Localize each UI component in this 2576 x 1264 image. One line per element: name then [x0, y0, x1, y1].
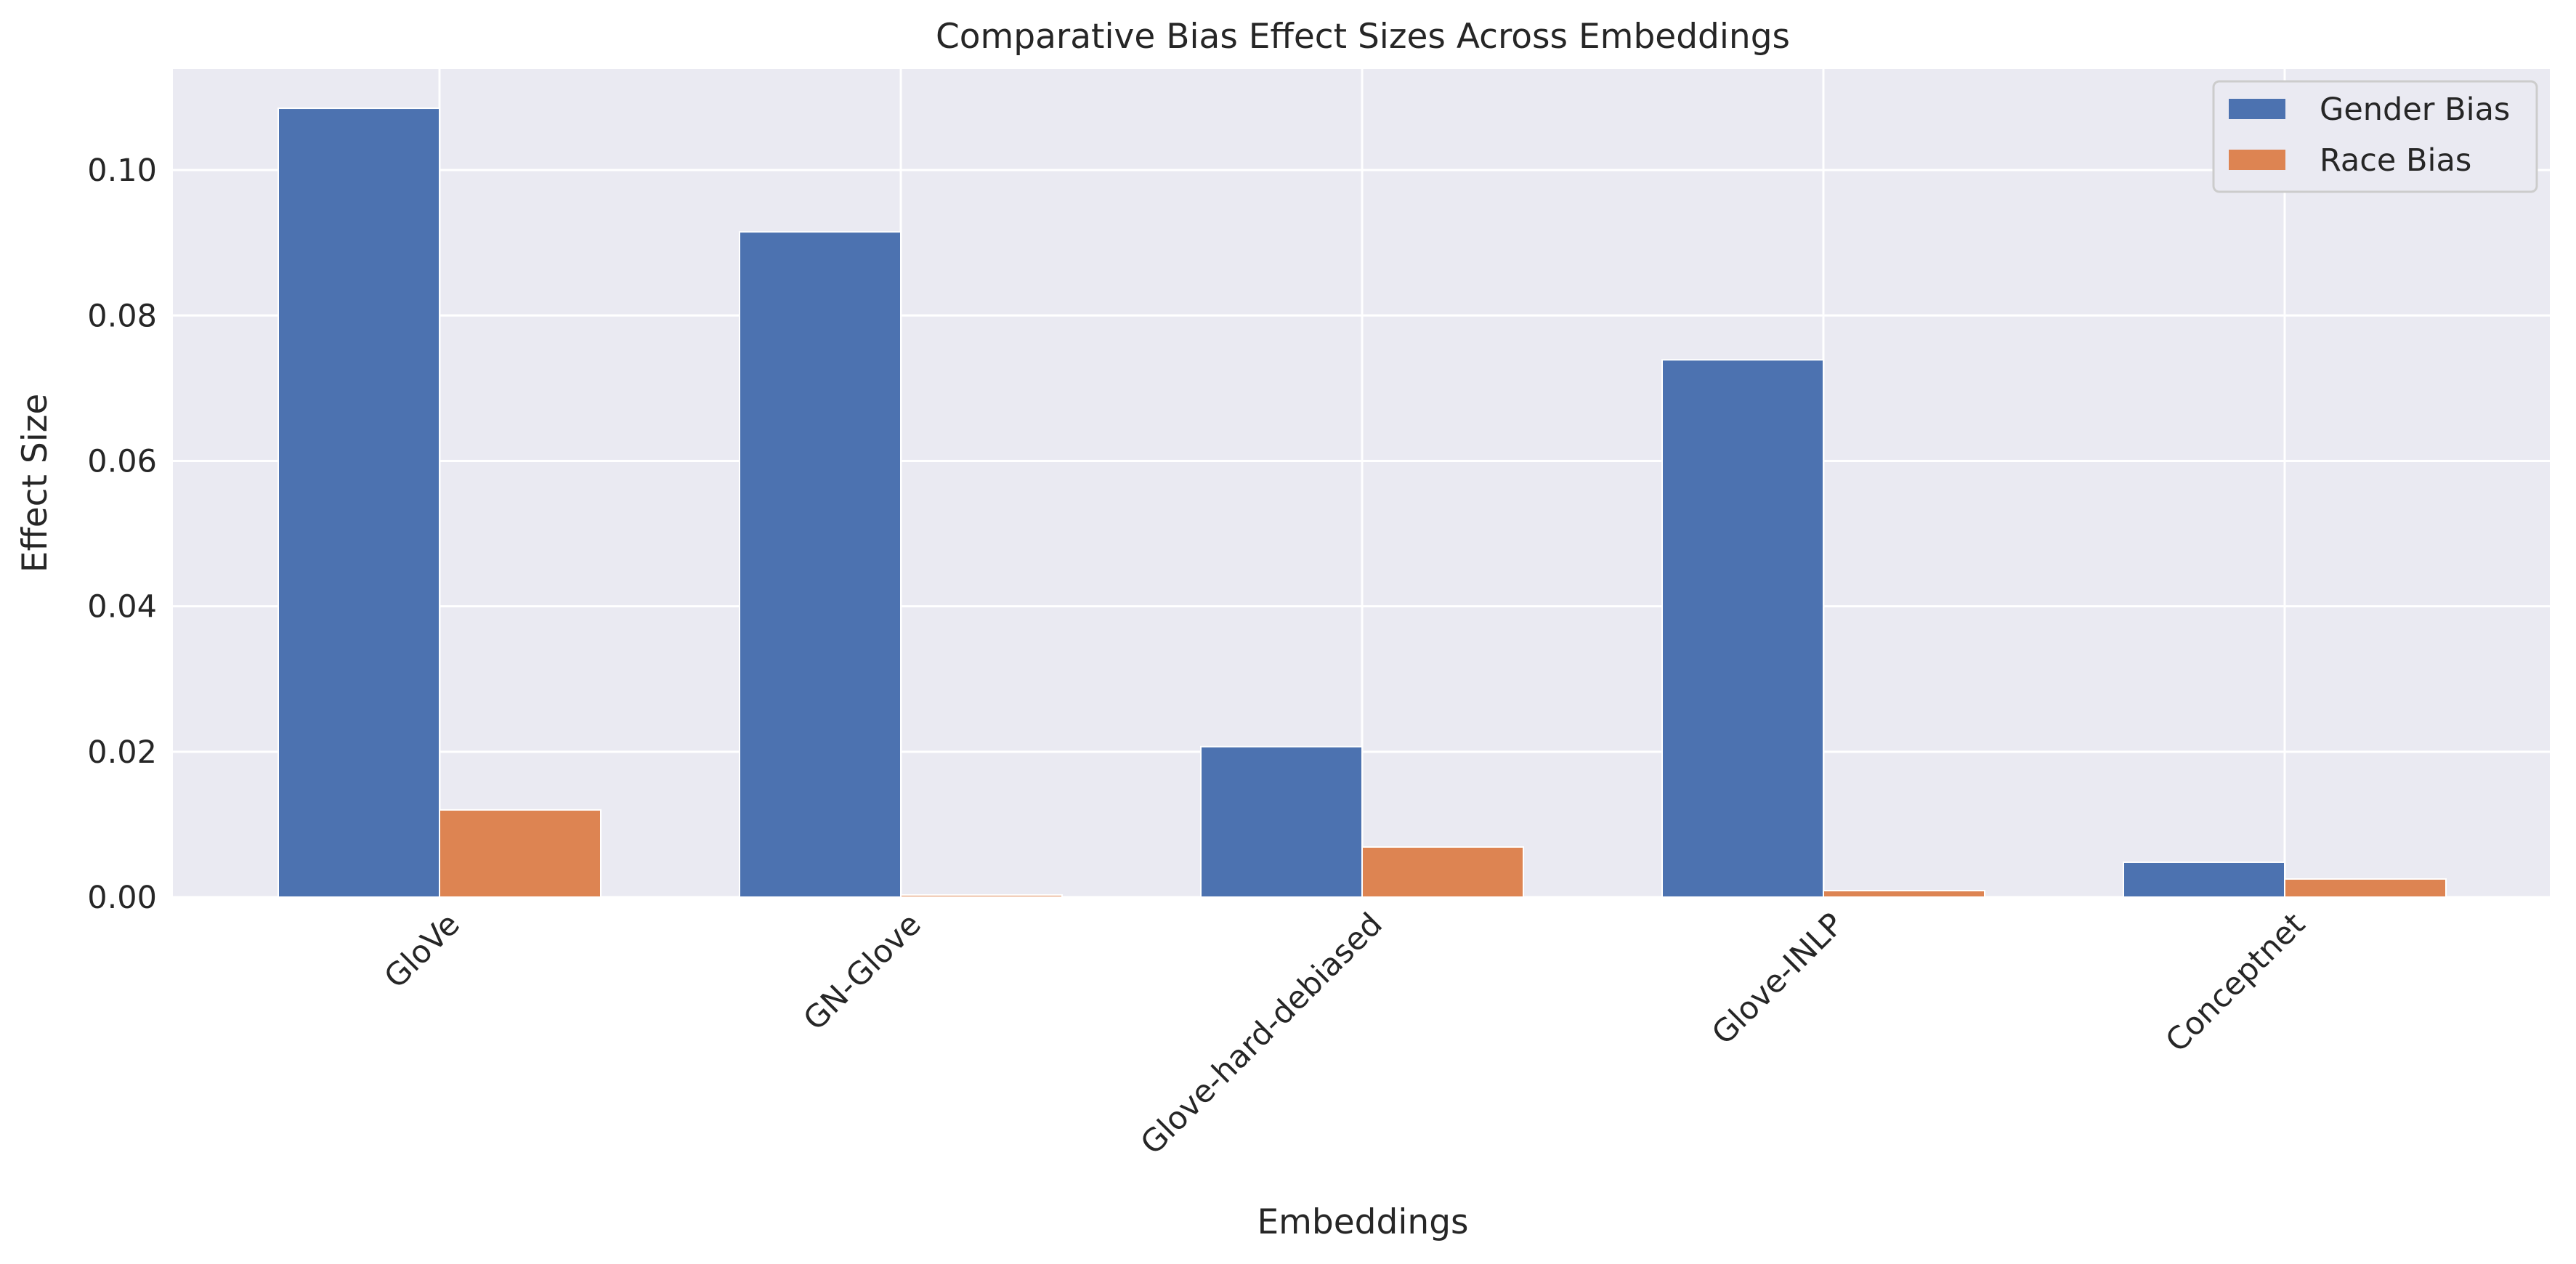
x-tick-label: Conceptnet: [2159, 906, 2312, 1059]
y-axis-label: Effect Size: [15, 394, 55, 573]
bar-race-bias-3: [1823, 889, 1985, 898]
legend-swatch-gender-bias: [2229, 99, 2285, 119]
x-tick-label: GloVe: [378, 906, 467, 995]
y-tick-label: 0.04: [87, 589, 157, 625]
legend-label-race-bias: Race Bias: [2320, 142, 2471, 179]
chart-title: Comparative Bias Effect Sizes Across Emb…: [936, 17, 1790, 57]
legend-swatch-race-bias: [2229, 150, 2285, 170]
y-tick-label: 0.10: [87, 153, 157, 189]
bar-race-bias-1: [900, 894, 1063, 898]
bars: [278, 108, 2447, 899]
y-tick-label: 0.00: [87, 880, 157, 916]
legend: Gender Bias Race Bias: [2212, 80, 2538, 193]
bar-gender-bias-1: [739, 231, 902, 898]
bar-race-bias-0: [439, 809, 602, 899]
bar-race-bias-2: [1361, 846, 1524, 899]
x-tick-label: Glove-hard-debiased: [1134, 906, 1390, 1162]
y-tick-label: 0.08: [87, 298, 157, 334]
y-tick-label: 0.02: [87, 734, 157, 771]
y-tick-label: 0.06: [87, 443, 157, 479]
legend-box: [2212, 80, 2538, 193]
legend-label-gender-bias: Gender Bias: [2320, 92, 2510, 128]
bar-gender-bias-2: [1200, 745, 1363, 898]
bar-gender-bias-4: [2123, 861, 2285, 899]
bar-gender-bias-3: [1661, 359, 1824, 898]
bar-race-bias-4: [2284, 878, 2447, 898]
x-axis-label: Embeddings: [1257, 1202, 1468, 1242]
x-axis-ticks: GloVe GN-Glove Glove-hard-debiased Glove-IN…: [378, 906, 2312, 1162]
y-axis-ticks: 0.00 0.02 0.04 0.06 0.08 0.10: [87, 153, 157, 916]
bar-gender-bias-0: [278, 108, 440, 899]
x-tick-label: GN-Glove: [797, 906, 928, 1037]
x-tick-label: Glove-INLP: [1705, 906, 1851, 1052]
